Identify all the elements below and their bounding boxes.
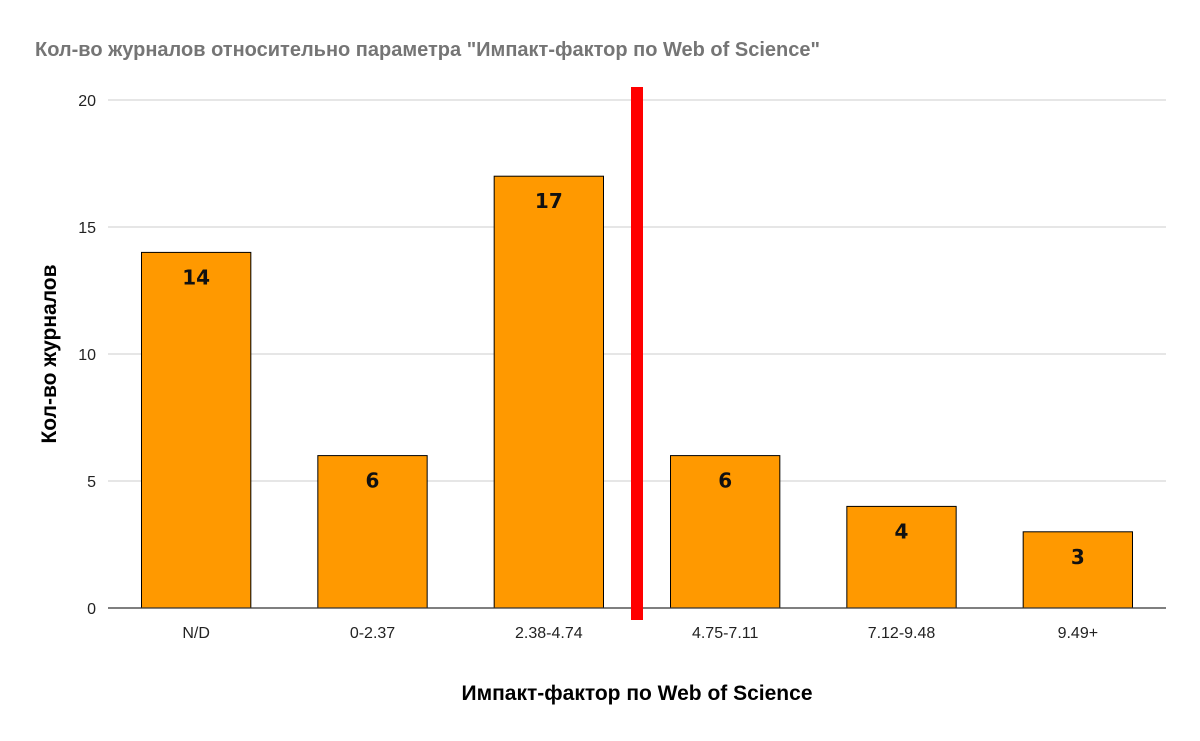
data-label: 3 — [1071, 545, 1085, 569]
data-label: 17 — [535, 189, 563, 213]
data-labels: 14 6 17 6 4 3 — [182, 189, 1085, 569]
y-axis-label: Кол-во журналов — [38, 264, 61, 443]
x-tick-label: 9.49+ — [1058, 625, 1098, 642]
x-tick-label: N/D — [182, 625, 210, 642]
x-axis-label: Импакт-фактор по Web of Science — [461, 682, 812, 705]
data-label: 6 — [718, 469, 732, 493]
divider-line — [631, 87, 643, 620]
y-tick-label: 0 — [87, 601, 96, 618]
x-tick-label: 7.12-9.48 — [868, 625, 936, 642]
data-label: 4 — [895, 519, 909, 543]
y-axis-ticks: 0 5 10 15 20 — [78, 93, 96, 618]
data-label: 14 — [182, 265, 210, 289]
x-tick-label: 2.38-4.74 — [515, 625, 583, 642]
x-tick-label: 4.75-7.11 — [692, 625, 759, 642]
y-tick-label: 10 — [78, 347, 96, 364]
bars — [141, 175, 1133, 609]
data-label: 6 — [366, 469, 380, 493]
y-tick-label: 15 — [78, 220, 96, 237]
bar — [141, 251, 252, 609]
bar — [1022, 531, 1133, 609]
x-tick-label: 0-2.37 — [350, 625, 395, 642]
x-axis-ticks: N/D 0-2.37 2.38-4.74 4.75-7.11 7.12-9.48 9.49… — [182, 625, 1098, 642]
y-tick-label: 20 — [78, 93, 96, 110]
y-tick-label: 5 — [87, 474, 96, 491]
bar — [493, 175, 604, 609]
chart-title: Кол-во журналов относительно параметра "… — [35, 39, 820, 61]
bar — [670, 455, 781, 609]
bar — [846, 505, 957, 609]
